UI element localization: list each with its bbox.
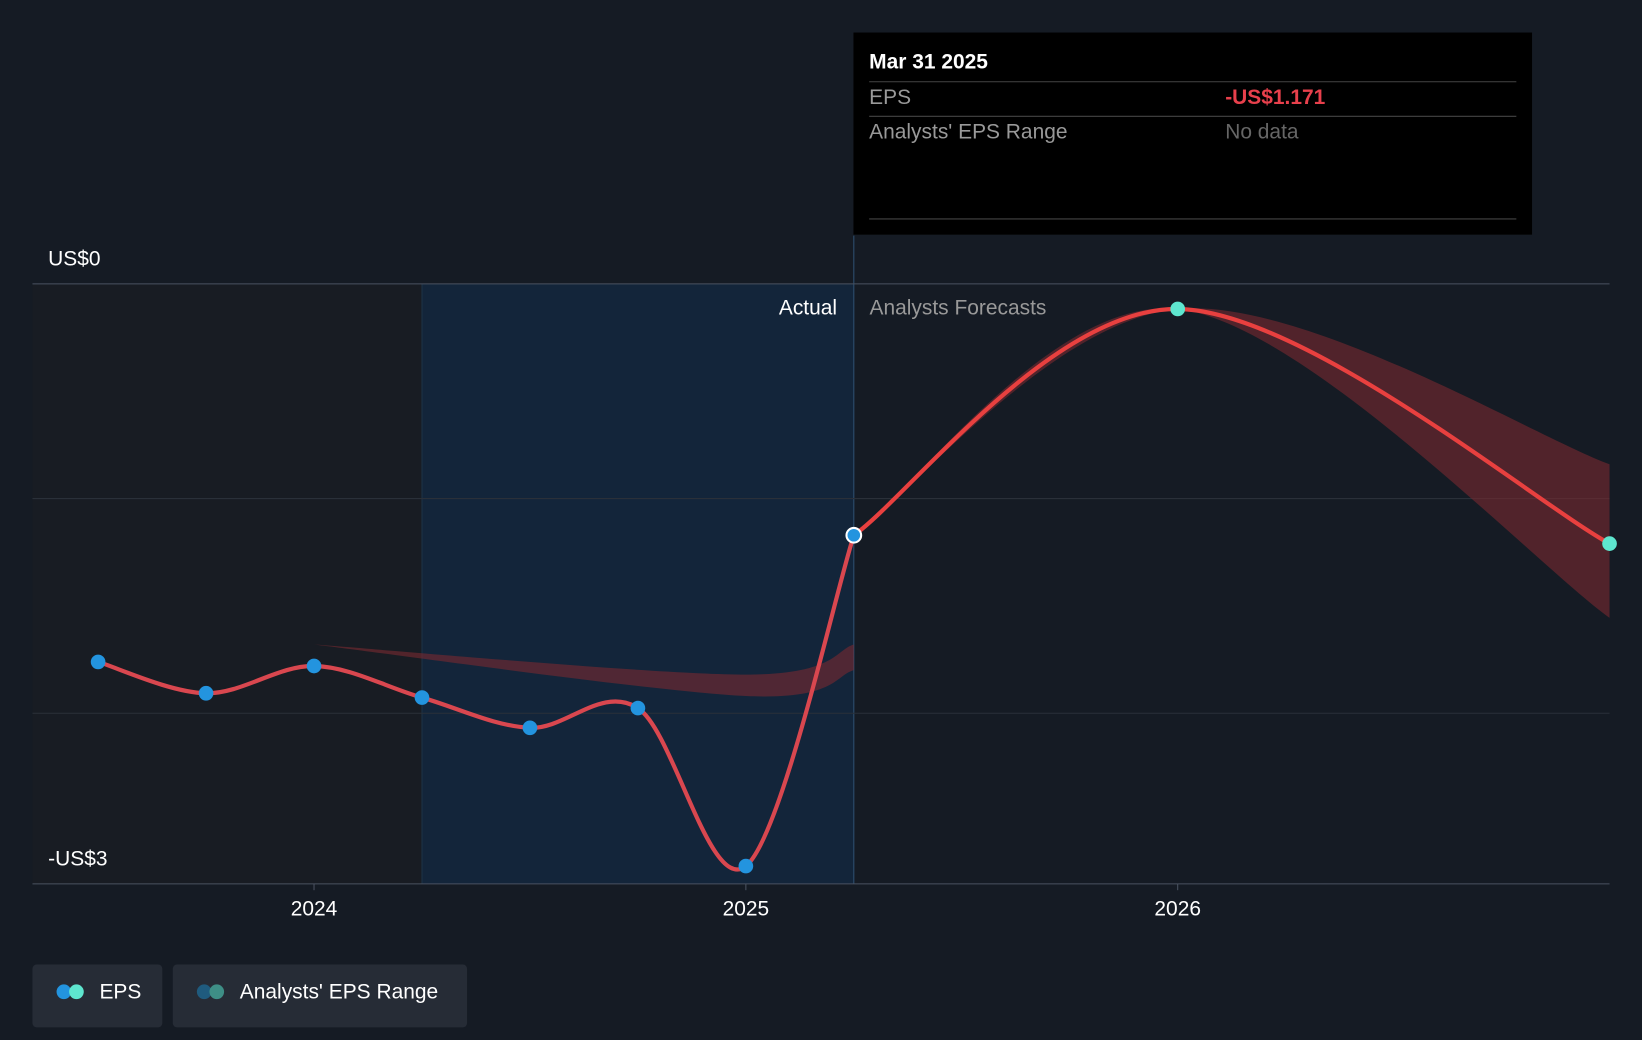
eps-point [90,654,106,670]
tooltip-date: Mar 31 2025 [869,50,988,73]
tooltip-label: Analysts' EPS Range [869,121,1067,144]
eps-point [306,658,322,674]
eps-point [522,720,538,736]
plot [90,301,1617,874]
eps-point [1170,301,1186,317]
legend-swatch [196,984,212,1000]
x-tick-label: 2026 [1154,898,1201,921]
y-tick-label: -US$3 [48,847,107,870]
forecast-label: Analysts Forecasts [870,297,1047,320]
eps-point [630,700,646,716]
legend-swatch [69,984,84,1000]
tooltip-value: -US$1.171 [1225,86,1325,109]
legend-item[interactable] [172,964,468,1028]
legend-label: Analysts' EPS Range [240,980,438,1003]
legend-label: EPS [99,980,141,1003]
past-shade [32,283,422,884]
actual-label: Actual [779,297,837,320]
x-tick-label: 2024 [291,898,338,921]
legend-swatch [56,984,72,1000]
tooltip: Mar 31 2025 EPS -US$1.171 Analysts' EPS … [853,32,1533,235]
background: Actual Analysts Forecasts US$0 -US$3 2024 202… [32,235,1610,921]
tooltip-box [853,32,1533,235]
x-tick-label: 2025 [723,898,770,921]
y-tick-label: US$0 [48,247,100,270]
highlight-region [421,283,854,884]
eps-point [845,526,863,544]
eps-point [738,858,754,874]
legend-item[interactable] [32,964,163,1028]
range-area [314,644,854,697]
range-area [853,308,1610,618]
legend: EPS Analysts' EPS Range [32,964,468,1028]
eps-point [1602,536,1617,551]
legend-swatch [209,984,225,1000]
eps-point [414,690,430,705]
tooltip-value: No data [1225,121,1299,144]
eps-point [198,685,214,701]
tooltip-label: EPS [869,86,911,109]
